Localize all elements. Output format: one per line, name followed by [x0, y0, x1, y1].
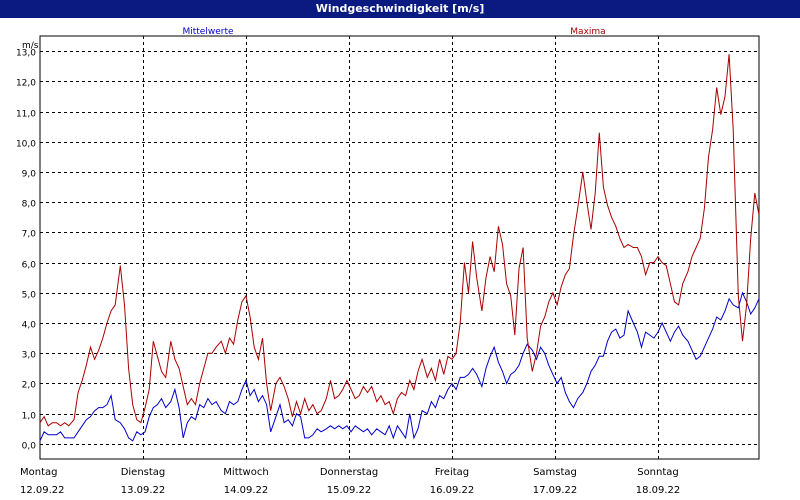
x-date-label: 12.09.22: [20, 485, 65, 496]
series-line-mittelwerte: [39, 291, 760, 442]
y-tick-label: 3,0: [22, 351, 37, 361]
x-day-label: Freitag: [435, 467, 469, 478]
y-tick-label: 8,0: [22, 200, 37, 210]
y-tick-label: 13,0: [16, 49, 36, 59]
series-line-maxima: [39, 54, 760, 427]
y-tick-label: 12,0: [16, 79, 36, 89]
x-date-label: 15.09.22: [327, 485, 372, 496]
chart-title: Windgeschwindigkeit [m/s]: [0, 0, 800, 18]
y-tick-label: 11,0: [16, 110, 36, 120]
x-day-label: Montag: [20, 467, 57, 478]
legend-maxima: Maxima: [570, 27, 605, 37]
x-date-label: 13.09.22: [121, 485, 166, 496]
y-tick-label: 1,0: [22, 412, 37, 422]
x-day-label: Donnerstag: [320, 467, 378, 478]
x-day-label: Samstag: [533, 467, 577, 478]
x-day-label: Dienstag: [121, 467, 166, 478]
x-date-label: 16.09.22: [430, 485, 475, 496]
y-tick-label: 5,0: [22, 291, 37, 301]
x-day-label: Mittwoch: [223, 467, 268, 478]
y-tick-label: 4,0: [22, 321, 37, 331]
x-date-label: 14.09.22: [224, 485, 269, 496]
y-axis-label: m/s: [22, 41, 39, 51]
y-tick-label: 9,0: [22, 170, 37, 180]
y-tick-label: 10,0: [16, 140, 36, 150]
x-date-label: 17.09.22: [533, 485, 578, 496]
y-tick-label: 2,0: [22, 381, 37, 391]
x-date-label: 18.09.22: [636, 485, 681, 496]
y-tick-label: 6,0: [22, 261, 37, 271]
y-tick-label: 0,0: [22, 442, 37, 452]
x-day-label: Sonntag: [637, 467, 679, 478]
legend-mittelwerte: Mittelwerte: [182, 27, 233, 37]
plot-border: [39, 35, 760, 460]
y-tick-label: 7,0: [22, 230, 37, 240]
